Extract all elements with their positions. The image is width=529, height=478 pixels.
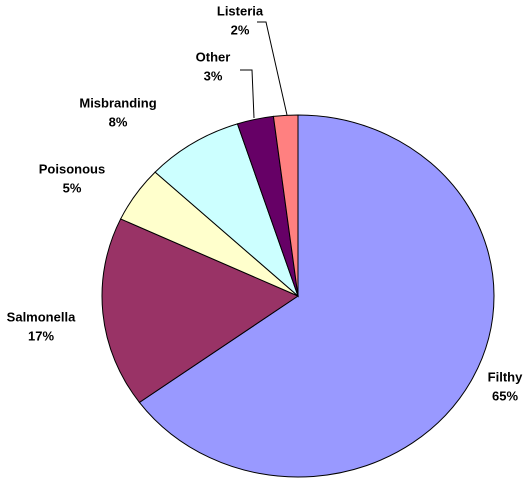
slice-label: Poisonous <box>39 161 105 176</box>
slice-value-label: 65% <box>492 388 518 403</box>
leader-line <box>240 69 255 119</box>
pie-slice <box>272 114 299 297</box>
pie-slice <box>101 218 300 404</box>
pie-slice <box>138 114 495 478</box>
pie-slice <box>154 123 300 298</box>
leader-line <box>257 21 288 116</box>
slice-value-label: 5% <box>63 180 82 195</box>
slice-value-label: 2% <box>231 22 250 37</box>
slice-label: Misbranding <box>79 95 156 110</box>
slice-value-label: 17% <box>28 328 54 343</box>
slice-value-label: 8% <box>109 114 128 129</box>
slice-label: Filthy <box>488 369 523 384</box>
slice-value-label: 3% <box>204 68 223 83</box>
slice-label: Salmonella <box>7 309 76 324</box>
slice-label: Listeria <box>217 3 264 18</box>
slice-label: Other <box>196 49 231 64</box>
